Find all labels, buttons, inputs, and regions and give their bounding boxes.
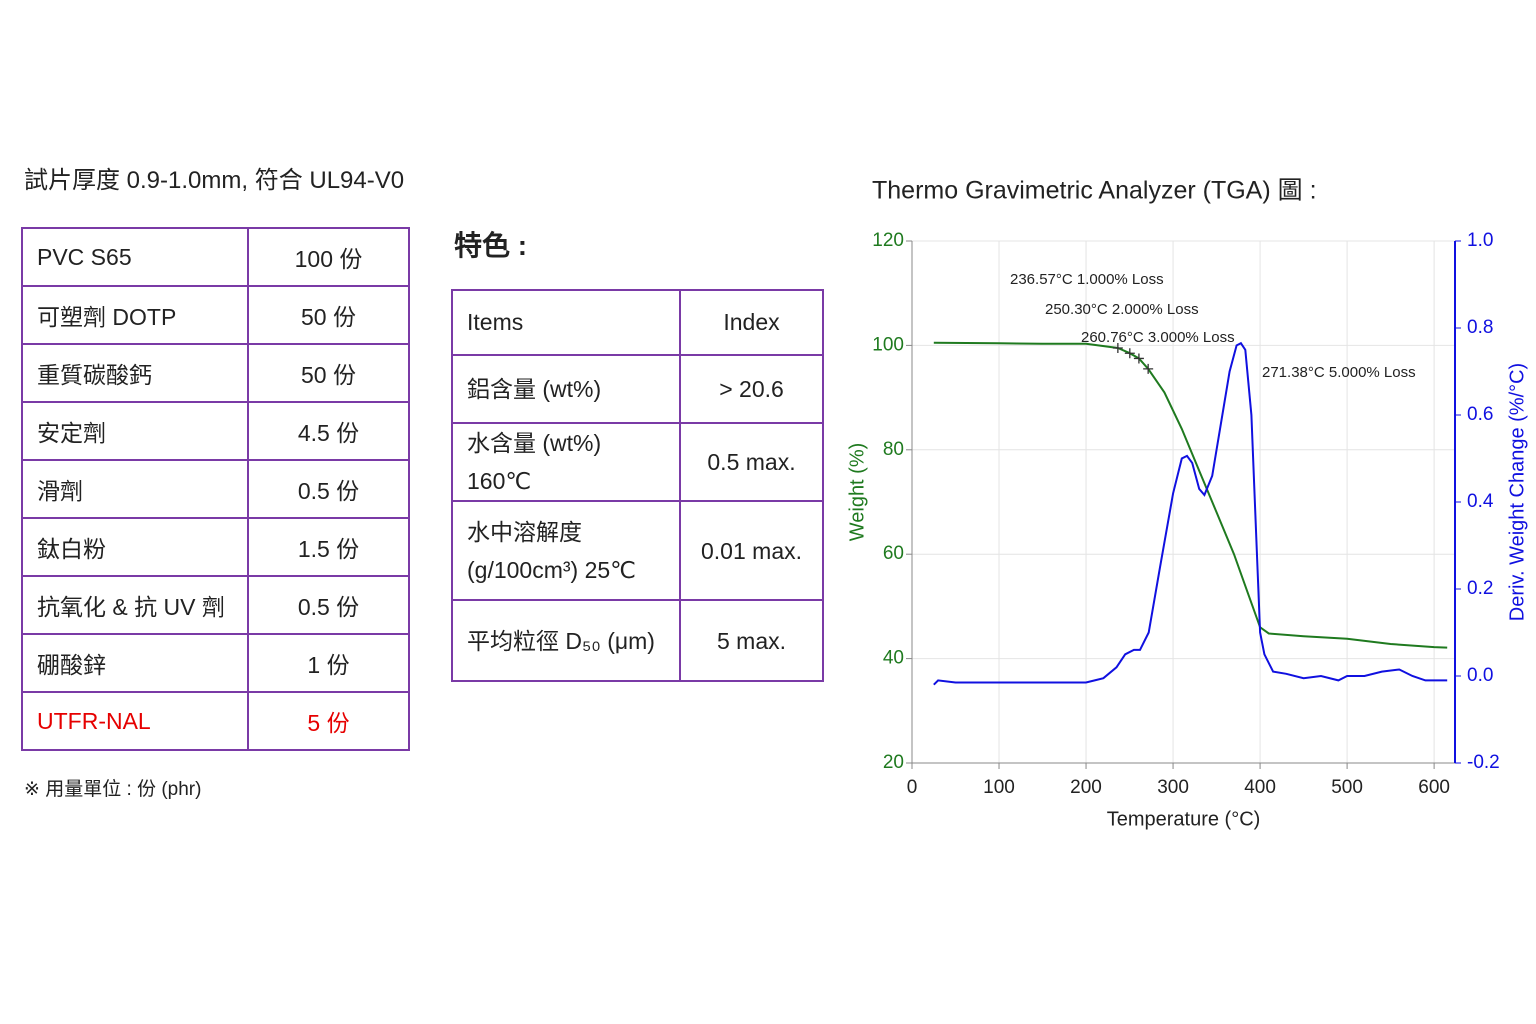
table-cell: 1 份 bbox=[247, 633, 410, 693]
table-cell: > 20.6 bbox=[679, 354, 824, 424]
loss-marker bbox=[1133, 353, 1144, 364]
table-row: 平均粒徑 D₅₀ (μm) 5 max. bbox=[451, 599, 824, 682]
y2-tick-label: 0.0 bbox=[1467, 665, 1493, 686]
annotation: 236.57°C 1.000% Loss bbox=[1010, 271, 1164, 288]
table-row: 抗氧化 & 抗 UV 劑 0.5 份 bbox=[21, 575, 410, 635]
table-cell: 水含量 (wt%) 160℃ bbox=[451, 422, 681, 502]
annotation: 250.30°C 2.000% Loss bbox=[1045, 301, 1199, 318]
y2-tick-label: 0.6 bbox=[1467, 404, 1493, 425]
table-row: 水中溶解度 (g/100cm³) 25℃ 0.01 max. bbox=[451, 500, 824, 601]
table-cell: 0.5 份 bbox=[247, 575, 410, 635]
x-tick-label: 200 bbox=[1070, 777, 1102, 798]
table-cell: 硼酸鋅 bbox=[21, 633, 249, 693]
y-axis-label: Weight (%) bbox=[846, 443, 868, 542]
table-cell: 5 份 bbox=[247, 691, 410, 751]
table-row: 硼酸鋅 1 份 bbox=[21, 633, 410, 693]
table-cell: 50 份 bbox=[247, 285, 410, 345]
x-axis-label: Temperature (°C) bbox=[1107, 808, 1261, 830]
formulation-title: 試片厚度 0.9-1.0mm, 符合 UL94-V0 bbox=[24, 167, 405, 194]
y-tick-label: 120 bbox=[872, 230, 904, 251]
table-cell: 重質碳酸鈣 bbox=[21, 343, 249, 403]
y2-tick-label: 0.8 bbox=[1467, 317, 1493, 338]
y2-tick-label: 0.2 bbox=[1467, 578, 1493, 599]
y2-axis-label: Deriv. Weight Change (%/°C) bbox=[1506, 363, 1528, 621]
y-tick-label: 40 bbox=[883, 648, 904, 669]
y2-tick-label: -0.2 bbox=[1467, 752, 1500, 773]
table-cell: 0.5 max. bbox=[679, 422, 824, 502]
table-header-row: Items Index bbox=[451, 289, 824, 356]
loss-marker bbox=[1112, 343, 1123, 354]
table-row: 重質碳酸鈣 50 份 bbox=[21, 343, 410, 403]
table-row: 安定劑 4.5 份 bbox=[21, 401, 410, 461]
table-row: 鋁含量 (wt%) > 20.6 bbox=[451, 354, 824, 424]
y-tick-label: 100 bbox=[872, 334, 904, 355]
y-tick-label: 60 bbox=[883, 543, 904, 564]
table-cell: UTFR-NAL bbox=[21, 691, 249, 751]
y-tick-label: 80 bbox=[883, 439, 904, 460]
table-cell: 安定劑 bbox=[21, 401, 249, 461]
table-row: UTFR-NAL 5 份 bbox=[21, 691, 410, 751]
x-tick-label: 400 bbox=[1244, 777, 1276, 798]
table-row: 水含量 (wt%) 160℃ 0.5 max. bbox=[451, 422, 824, 502]
y-tick-label: 20 bbox=[883, 752, 904, 773]
table-cell: PVC S65 bbox=[21, 227, 249, 287]
table-cell: 鈦白粉 bbox=[21, 517, 249, 577]
x-tick-label: 500 bbox=[1331, 777, 1363, 798]
loss-marker bbox=[1124, 348, 1135, 359]
table-cell: 5 max. bbox=[679, 599, 824, 682]
y2-tick-label: 1.0 bbox=[1467, 230, 1493, 251]
x-tick-label: 300 bbox=[1157, 777, 1189, 798]
x-tick-label: 600 bbox=[1418, 777, 1450, 798]
annotation: 260.76°C 3.000% Loss bbox=[1081, 329, 1235, 346]
data-line bbox=[933, 341, 1448, 649]
table-cell: 水中溶解度 (g/100cm³) 25℃ bbox=[451, 500, 681, 601]
table-cell: 100 份 bbox=[247, 227, 410, 287]
table-row: 滑劑 0.5 份 bbox=[21, 459, 410, 519]
header-cell: Index bbox=[679, 289, 824, 356]
table-row: PVC S65 100 份 bbox=[21, 227, 410, 287]
table-cell: 平均粒徑 D₅₀ (μm) bbox=[451, 599, 681, 682]
table-cell: 50 份 bbox=[247, 343, 410, 403]
header-cell: Items bbox=[451, 289, 681, 356]
table-cell: 可塑劑 DOTP bbox=[21, 285, 249, 345]
x-tick-label: 100 bbox=[983, 777, 1015, 798]
features-title: 特色 : bbox=[454, 230, 528, 261]
formulation-table: PVC S65 100 份可塑劑 DOTP 50 份重質碳酸鈣 50 份安定劑 4.5 … bbox=[21, 227, 410, 751]
data-line bbox=[933, 341, 1448, 686]
x-tick-label: 0 bbox=[907, 777, 918, 798]
features-table: Items Index 鋁含量 (wt%) > 20.6 水含量 (wt%) 160℃ 0… bbox=[451, 289, 824, 682]
annotation: 271.38°C 5.000% Loss bbox=[1262, 364, 1416, 381]
unit-note: ※ 用量單位 : 份 (phr) bbox=[24, 779, 202, 800]
table-cell: 滑劑 bbox=[21, 459, 249, 519]
table-cell: 鋁含量 (wt%) bbox=[451, 354, 681, 424]
y2-tick-label: 0.4 bbox=[1467, 491, 1494, 512]
table-cell: 0.01 max. bbox=[679, 500, 824, 601]
table-row: 可塑劑 DOTP 50 份 bbox=[21, 285, 410, 345]
loss-marker bbox=[1143, 363, 1154, 374]
table-cell: 抗氧化 & 抗 UV 劑 bbox=[21, 575, 249, 635]
chart-title: Thermo Gravimetric Analyzer (TGA) 圖 : bbox=[872, 177, 1317, 205]
table-row: 鈦白粉 1.5 份 bbox=[21, 517, 410, 577]
table-cell: 1.5 份 bbox=[247, 517, 410, 577]
table-cell: 4.5 份 bbox=[247, 401, 410, 461]
table-cell: 0.5 份 bbox=[247, 459, 410, 519]
